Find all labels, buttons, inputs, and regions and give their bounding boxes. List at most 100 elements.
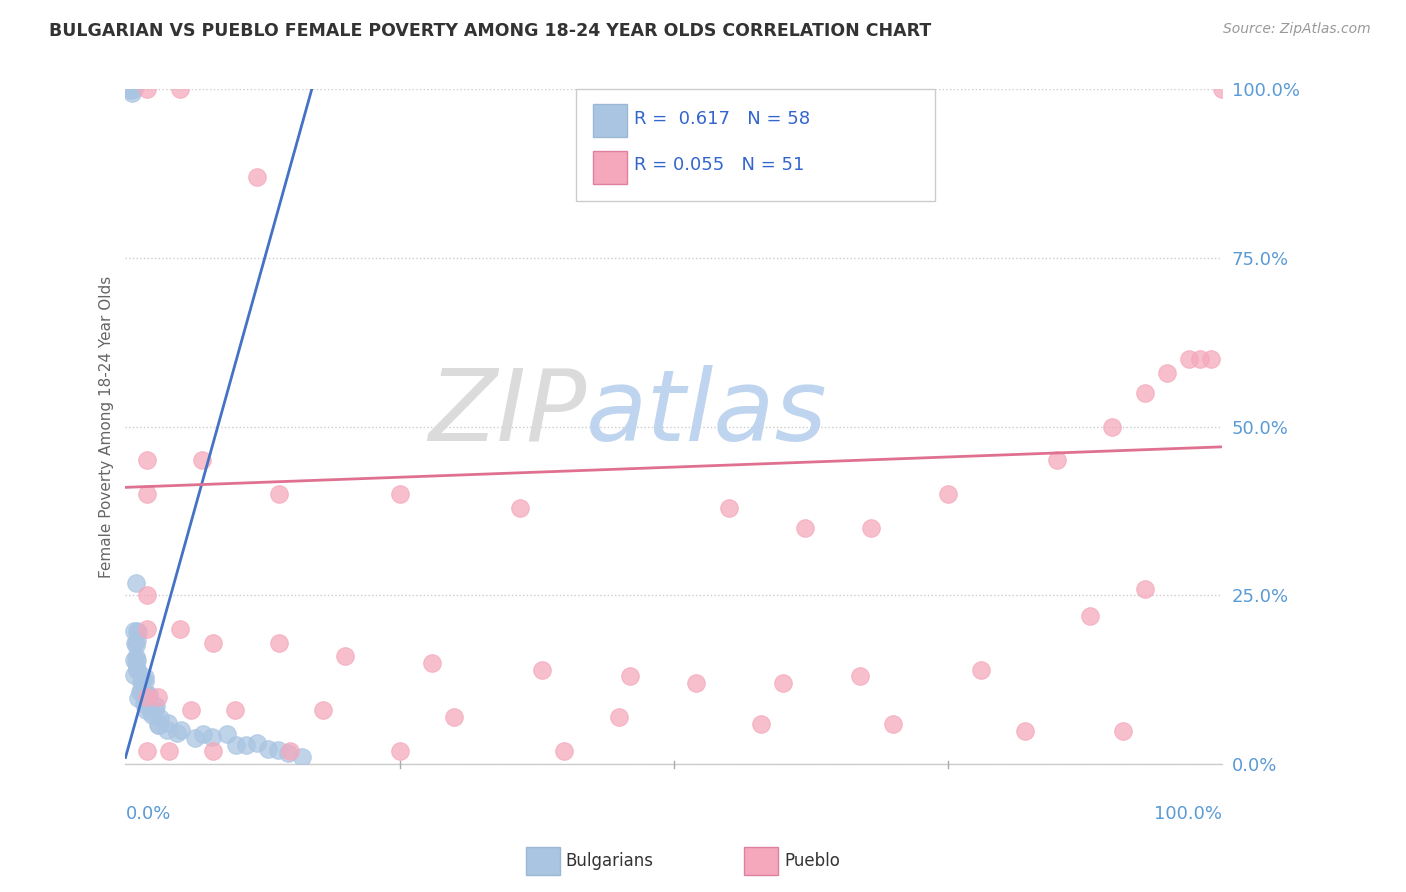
Point (1133, 385, 1156, 400)
Point (134, 670, 156, 684)
Point (146, 717, 169, 731)
Point (135, 687, 157, 701)
Point (607, 710, 630, 724)
Text: Pueblo: Pueblo (785, 852, 841, 870)
Point (157, 716, 180, 731)
Point (291, 750, 314, 764)
Point (246, 736, 269, 750)
Point (1046, 453, 1069, 467)
Point (184, 731, 207, 746)
Point (685, 676, 707, 690)
Point (882, 716, 904, 731)
Point (751, 716, 773, 731)
Point (1014, 723, 1036, 738)
Point (125, 662, 148, 676)
Point (135, 687, 157, 701)
Point (125, 656, 148, 670)
Text: ZIP: ZIP (427, 365, 586, 461)
Point (1078, 608, 1101, 623)
Point (136, 487, 159, 501)
Point (143, 703, 166, 717)
Point (388, 487, 411, 501)
Point (124, 636, 146, 650)
Point (278, 744, 301, 758)
Point (256, 741, 278, 756)
Text: 0.0%: 0.0% (125, 805, 172, 822)
Point (772, 676, 794, 690)
Point (122, 668, 145, 682)
Point (131, 673, 153, 687)
Point (125, 649, 148, 664)
Point (118, 82, 141, 96)
Point (148, 690, 170, 704)
Point (141, 708, 163, 723)
Point (138, 689, 160, 703)
Point (170, 723, 193, 737)
Text: BULGARIAN VS PUEBLO FEMALE POVERTY AMONG 18-24 YEAR OLDS CORRELATION CHART: BULGARIAN VS PUEBLO FEMALE POVERTY AMONG… (49, 22, 931, 40)
Point (1211, 82, 1233, 96)
Point (120, 79, 142, 94)
Point (224, 738, 246, 752)
Point (1101, 419, 1123, 434)
Text: R =  0.617   N = 58: R = 0.617 N = 58 (634, 110, 810, 128)
Point (136, 695, 159, 709)
Point (136, 744, 159, 758)
Point (333, 649, 356, 664)
Point (120, 83, 142, 97)
Point (717, 500, 740, 515)
Point (134, 695, 156, 709)
Y-axis label: Female Poverty Among 18-24 Year Olds: Female Poverty Among 18-24 Year Olds (100, 276, 114, 578)
Point (155, 723, 177, 737)
Point (180, 703, 202, 717)
Point (145, 698, 167, 713)
Point (388, 744, 411, 758)
Point (849, 669, 872, 683)
Point (794, 521, 817, 535)
Point (191, 453, 214, 467)
Point (136, 690, 159, 704)
Point (267, 742, 290, 756)
Point (509, 500, 531, 515)
Point (129, 674, 152, 689)
Point (169, 82, 191, 96)
Point (267, 636, 290, 650)
Point (224, 703, 246, 717)
Point (136, 453, 159, 467)
Point (246, 169, 269, 184)
Point (267, 487, 290, 501)
Point (443, 710, 465, 724)
Point (422, 656, 444, 670)
Point (122, 653, 145, 667)
Point (1188, 352, 1211, 367)
Point (312, 703, 335, 717)
Point (136, 622, 159, 636)
Text: R = 0.055   N = 51: R = 0.055 N = 51 (634, 156, 804, 174)
Point (860, 521, 883, 535)
Point (202, 636, 225, 650)
Point (136, 82, 159, 96)
Point (122, 82, 145, 96)
Point (127, 690, 149, 705)
Point (148, 718, 170, 732)
Point (936, 487, 959, 501)
Point (127, 624, 149, 639)
Point (127, 632, 149, 647)
Point (125, 638, 148, 652)
Text: Bulgarians: Bulgarians (565, 852, 654, 870)
Point (127, 653, 149, 667)
Point (132, 697, 155, 711)
Point (131, 675, 153, 690)
Point (136, 589, 159, 603)
Point (531, 663, 554, 677)
Point (139, 705, 162, 719)
Point (169, 622, 191, 636)
Point (1199, 352, 1222, 367)
Point (202, 744, 225, 758)
Point (191, 727, 214, 741)
Point (553, 744, 575, 758)
Point (1156, 366, 1178, 380)
Point (128, 685, 150, 699)
Point (122, 624, 145, 638)
Point (201, 730, 224, 744)
Point (120, 78, 142, 93)
